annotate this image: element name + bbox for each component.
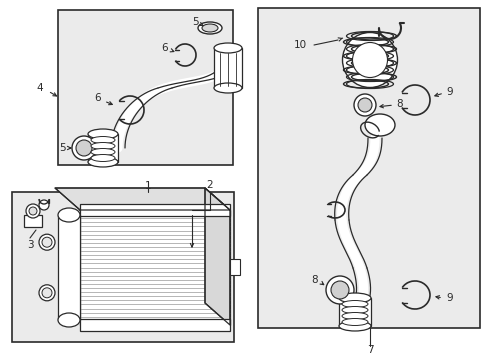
Text: 4: 4 [37,83,43,93]
Bar [230,259,240,275]
Text: 9: 9 [447,87,453,97]
Ellipse shape [342,319,368,325]
Ellipse shape [39,234,55,250]
Text: 1: 1 [145,181,151,191]
Bar [58,215,80,320]
Ellipse shape [342,301,368,307]
Text: 5: 5 [192,17,198,27]
Text: 10: 10 [294,40,307,50]
Text: 6: 6 [95,93,101,103]
Ellipse shape [343,32,397,87]
Bar [58,10,233,165]
Text: 2: 2 [207,180,213,190]
Polygon shape [55,188,230,210]
Text: 6: 6 [162,43,168,53]
Text: 7: 7 [367,345,373,355]
Ellipse shape [58,208,80,222]
Ellipse shape [88,129,118,139]
Ellipse shape [352,42,388,77]
Ellipse shape [39,285,55,301]
Text: 9: 9 [447,293,453,303]
Ellipse shape [91,154,115,162]
Ellipse shape [58,313,80,327]
Bar [80,210,230,325]
Ellipse shape [29,207,37,215]
Ellipse shape [42,237,52,247]
Ellipse shape [42,288,52,298]
Ellipse shape [342,306,368,314]
Ellipse shape [342,312,368,320]
Ellipse shape [339,293,371,303]
Bar [24,215,42,227]
Ellipse shape [202,24,218,32]
Ellipse shape [91,148,115,156]
Ellipse shape [365,114,395,136]
Text: 8: 8 [397,99,403,109]
Ellipse shape [72,136,96,160]
Bar [80,204,230,216]
Ellipse shape [88,157,118,167]
Ellipse shape [214,43,242,53]
Bar [80,210,230,325]
Polygon shape [205,188,230,325]
Text: 8: 8 [312,275,318,285]
Bar [12,192,234,342]
Bar [339,298,371,326]
Ellipse shape [91,136,115,144]
Ellipse shape [214,83,242,93]
Ellipse shape [198,22,222,34]
Ellipse shape [76,140,92,156]
Bar [258,8,480,328]
Ellipse shape [354,94,376,116]
Ellipse shape [26,204,40,218]
Ellipse shape [326,276,354,304]
Text: 3: 3 [26,240,33,250]
Ellipse shape [331,281,349,299]
Ellipse shape [39,200,49,210]
Ellipse shape [339,321,371,331]
Ellipse shape [91,143,115,149]
Ellipse shape [358,98,372,112]
Bar [88,134,118,162]
Bar [80,319,230,331]
Bar [214,48,242,88]
Text: 5: 5 [59,143,65,153]
